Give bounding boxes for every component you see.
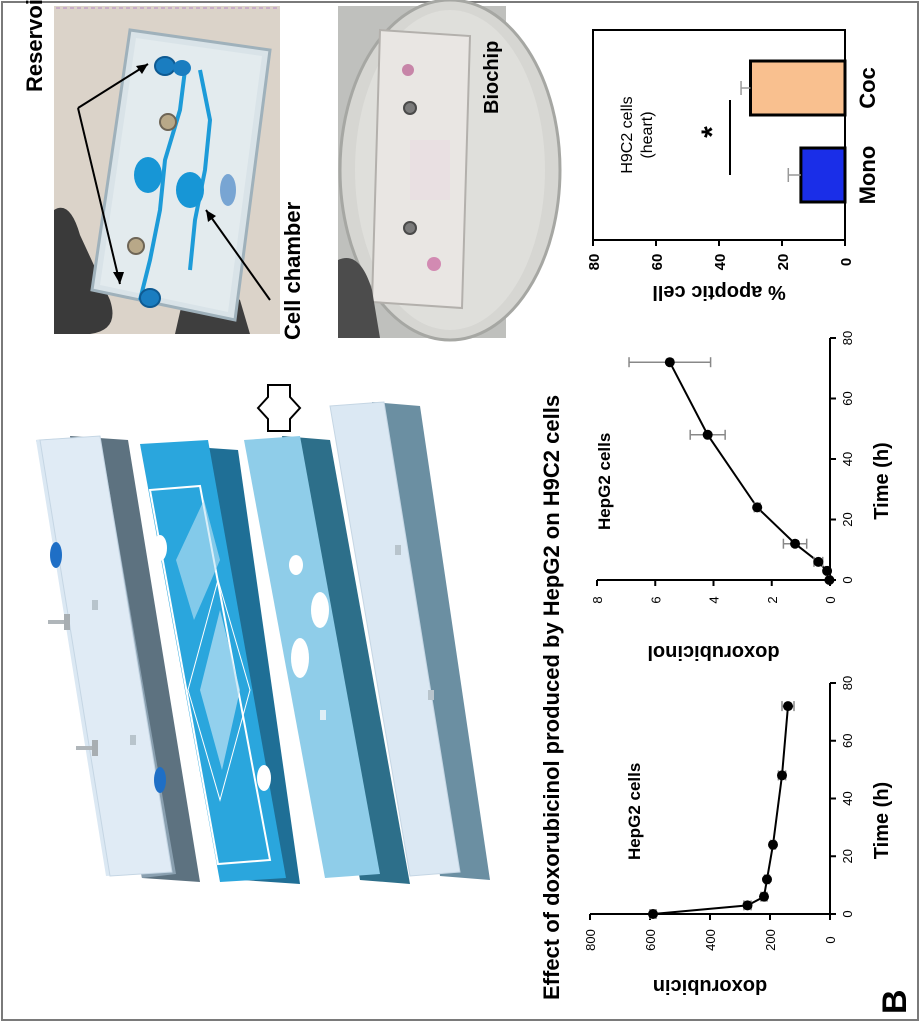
data-point [759, 891, 769, 902]
y-tick-label: 8 [590, 596, 605, 603]
y-tick-label: 2 [765, 596, 780, 603]
chart-annotation: H9C2 cells [619, 96, 636, 173]
y-tick-label: 6 [648, 596, 663, 603]
bar-chart: 0 20 40 60 80 % apoptic cell Mono Coc * H9C2 cell… [586, 29, 880, 303]
assembly-arrow-icon [256, 384, 302, 432]
reservoirs-label: Reservoirs [22, 0, 47, 92]
chart-annotation: (heart) [639, 111, 656, 158]
y-tick-label: 600 [643, 929, 658, 951]
reservoir-hole [154, 767, 166, 793]
data-point [742, 900, 753, 911]
chart-annotation: HepG2 cells [625, 763, 644, 860]
data-point [822, 565, 833, 576]
x-tick-label: 80 [840, 331, 855, 345]
callout-arrows [77, 63, 271, 301]
y-tick-label: 40 [712, 254, 729, 271]
x-tick-label: 80 [840, 676, 855, 690]
biochip-label: Biochip [481, 41, 503, 114]
figure-title: Effect of doxorubicinol produced by HepG… [539, 395, 564, 1000]
screw-icon [76, 740, 98, 756]
category-label: Coc [855, 67, 880, 109]
x-tick-label: 60 [840, 391, 855, 405]
y-axis-label: doxorubicin [653, 975, 767, 997]
data-point [702, 429, 713, 440]
screw-icon [48, 614, 70, 630]
y-axis-label: doxorubicinol [647, 641, 779, 663]
data-point [752, 502, 763, 513]
x-tick-label: 0 [840, 576, 855, 583]
category-label: Mono [855, 146, 880, 205]
y-tick-label: 4 [707, 596, 722, 603]
series-line [668, 361, 831, 581]
line-chart-1: 0 200 400 600 800 0 20 40 60 80 Time (h) doxorubici… [583, 676, 893, 997]
chip-photo [54, 6, 280, 334]
data-point [813, 556, 824, 567]
data-point [664, 357, 675, 368]
chip-layer-base [329, 401, 490, 880]
data-point [777, 770, 787, 781]
data-point [783, 701, 793, 712]
data-point [768, 839, 778, 850]
bar-coc [749, 59, 847, 117]
x-tick-label: 0 [840, 910, 855, 917]
x-axis-label: Time (h) [871, 442, 893, 519]
y-tick-label: 0 [838, 258, 855, 266]
y-tick-label: 0 [823, 936, 838, 943]
y-tick-label: 400 [703, 929, 718, 951]
data-point [648, 909, 658, 919]
y-tick-label: 80 [586, 254, 603, 271]
y-axis-label: % apoptic cell [652, 281, 785, 303]
x-tick-label: 40 [840, 452, 855, 466]
y-tick-label: 800 [583, 929, 598, 951]
x-tick-label: 60 [840, 734, 855, 748]
chip-layer-top [36, 435, 200, 882]
bar-mono [799, 146, 847, 204]
data-point [762, 874, 772, 885]
panel-label: B [876, 989, 914, 1014]
y-tick-label: 0 [823, 596, 838, 603]
exploded-chip-diagram [36, 401, 490, 884]
y-tick-label: 200 [763, 929, 778, 951]
x-tick-label: 20 [840, 849, 855, 863]
biochip-photo [338, 0, 562, 342]
data-point [824, 575, 835, 585]
reservoir-hole [50, 542, 62, 568]
chip-layer-chamber [244, 436, 410, 884]
chart-annotation: HepG2 cells [595, 433, 614, 530]
significance-marker: * [696, 126, 729, 138]
data-point [790, 538, 801, 549]
cell-chamber-label: Cell chamber [280, 201, 305, 340]
y-tick-label: 20 [775, 254, 792, 271]
x-axis-label: Time (h) [871, 782, 893, 859]
x-tick-label: 20 [840, 512, 855, 526]
y-tick-label: 60 [649, 254, 666, 271]
x-tick-label: 40 [840, 791, 855, 805]
chip-layer-channels [140, 440, 300, 884]
